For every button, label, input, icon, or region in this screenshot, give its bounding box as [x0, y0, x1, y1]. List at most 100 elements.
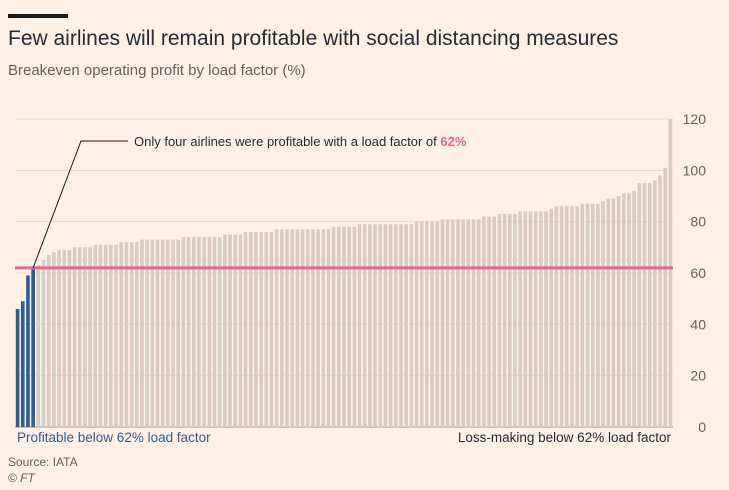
bar [316, 229, 320, 427]
bar [492, 216, 497, 427]
bar [217, 237, 222, 427]
bar [476, 219, 481, 427]
bar [326, 229, 331, 427]
y-tick-label: 100 [683, 162, 707, 178]
bar [445, 219, 450, 427]
annotation-leader-line [32, 140, 128, 269]
bar [373, 224, 377, 427]
bar [36, 265, 41, 427]
bar [93, 244, 98, 427]
bar [471, 219, 476, 427]
bar [243, 231, 248, 427]
bar [378, 224, 383, 427]
bar [564, 206, 569, 427]
bar [202, 237, 206, 427]
bar [228, 234, 232, 427]
bar [285, 229, 289, 427]
bar [507, 213, 512, 427]
bar [62, 249, 67, 427]
bar [559, 206, 564, 427]
bar [124, 242, 129, 427]
annotation-text: Only four airlines were profitable with … [134, 134, 467, 149]
y-tick-label: 60 [690, 265, 706, 281]
bar [31, 267, 35, 427]
bar [450, 219, 455, 427]
bar [611, 198, 616, 427]
bar [269, 231, 274, 427]
bar [616, 196, 621, 427]
annotation-main-text: Only four airlines were profitable with … [134, 134, 440, 149]
bar [72, 247, 77, 427]
bar [145, 239, 149, 427]
bar [414, 221, 419, 427]
chart-title: Few airlines will remain profitable with… [8, 27, 619, 50]
bar [176, 239, 181, 427]
bar [98, 244, 103, 427]
bars [15, 119, 673, 427]
bar [20, 301, 25, 427]
bar [606, 198, 611, 427]
bar [238, 234, 243, 427]
bar [632, 190, 636, 427]
bar [399, 224, 403, 427]
bar [103, 244, 108, 427]
bar [259, 231, 263, 427]
bar [601, 201, 605, 427]
bar [523, 211, 528, 427]
bar [502, 213, 507, 427]
bar [440, 219, 445, 427]
bar [528, 211, 533, 427]
bar [575, 206, 579, 427]
bar [166, 239, 170, 427]
bar [140, 239, 144, 427]
bar [621, 193, 626, 427]
bar [362, 224, 367, 427]
bar [280, 229, 284, 427]
y-tick-label: 40 [690, 316, 706, 332]
bar [171, 239, 175, 427]
bar [425, 221, 429, 427]
bar [466, 219, 471, 427]
bar [248, 231, 253, 427]
bar [160, 239, 165, 427]
bar [52, 252, 56, 427]
bar [207, 237, 212, 427]
bar [419, 221, 424, 427]
bar [388, 224, 393, 427]
bar [129, 242, 134, 427]
bar [134, 242, 139, 427]
bar [155, 239, 160, 427]
bar [274, 229, 279, 427]
bar [637, 183, 642, 427]
bar [264, 231, 269, 427]
bar [554, 206, 559, 427]
bar [435, 221, 440, 427]
bar [150, 239, 155, 427]
bar [295, 229, 300, 427]
bar [590, 203, 595, 427]
bar [642, 183, 647, 427]
bar [404, 224, 408, 427]
bar [513, 213, 517, 427]
bar [337, 226, 341, 427]
y-tick-label: 20 [690, 368, 706, 384]
bar [627, 193, 631, 427]
chart-subtitle: Breakeven operating profit by load facto… [8, 62, 306, 79]
bar [580, 203, 585, 427]
bar [342, 226, 346, 427]
bar [46, 255, 51, 427]
bar [497, 213, 502, 427]
bar [518, 211, 522, 427]
bar [212, 237, 217, 427]
bar [311, 229, 315, 427]
y-axis-ticks: 0 20 40 60 80 100 120 [683, 111, 707, 435]
bar [254, 231, 258, 427]
bar [456, 219, 460, 427]
source-note: Source: IATA [8, 455, 78, 469]
profitable-label: Profitable below 62% load factor [17, 430, 211, 445]
bar [549, 208, 554, 427]
bar [347, 226, 351, 427]
annotation-highlight-text: 62% [440, 134, 466, 149]
bar [321, 229, 326, 427]
